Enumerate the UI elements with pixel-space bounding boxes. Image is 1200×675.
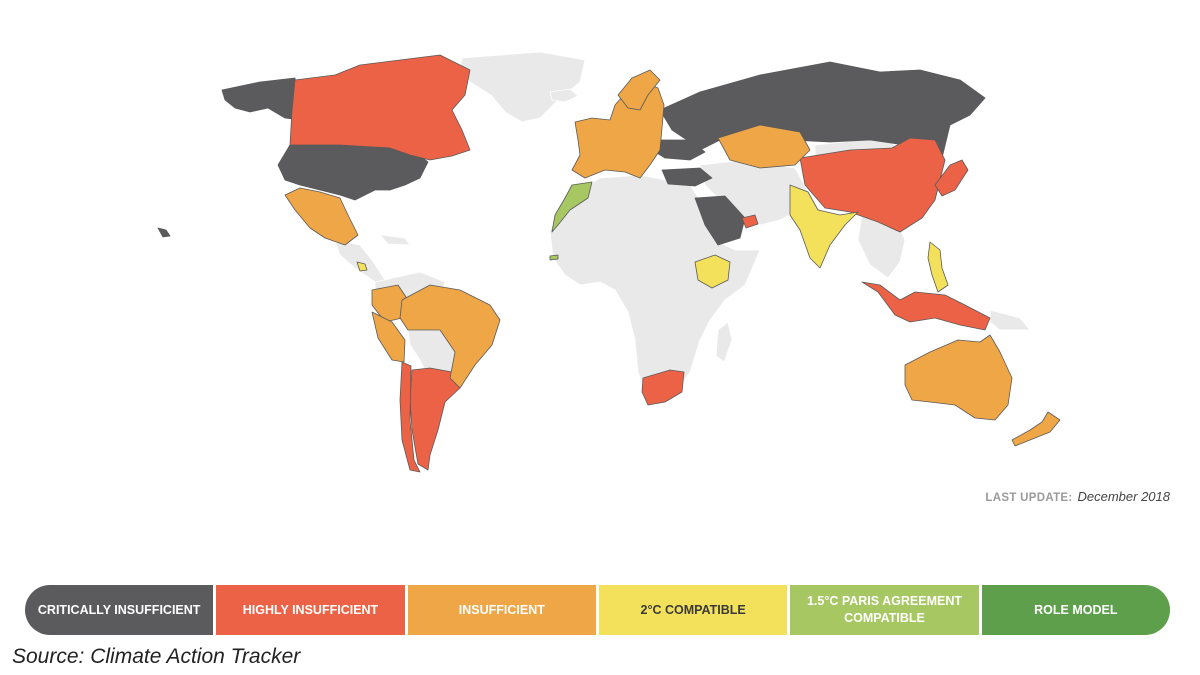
legend-critically-insufficient: CRITICALLY INSUFFICIENT (25, 585, 214, 635)
madagascar (715, 321, 733, 363)
alaska (221, 77, 301, 121)
iceland (549, 88, 579, 103)
legend-role-model: ROLE MODEL (981, 585, 1170, 635)
two-degree-compatible-countries (356, 184, 949, 293)
legend-1-5c-paris-compatible: 1.5°C PARIS AGREEMENT COMPATIBLE (790, 585, 979, 635)
caribbean (379, 234, 411, 246)
gambia (549, 254, 559, 261)
brazil (399, 284, 501, 389)
turkey (661, 167, 713, 187)
legend-2c-compatible: 2°C COMPATIBLE (598, 585, 788, 635)
kazakhstan (717, 124, 811, 169)
morocco (551, 181, 593, 233)
canada (289, 54, 471, 161)
costa-rica (356, 261, 368, 272)
indonesia (861, 281, 991, 331)
hawaii (157, 227, 171, 238)
papua (989, 309, 1031, 331)
source-caption: Source: Climate Action Tracker (12, 645, 301, 668)
south-africa (641, 369, 685, 406)
last-update: LAST UPDATE: December 2018 (985, 489, 1170, 504)
highly-insufficient-countries (289, 54, 991, 473)
europe-eu (571, 81, 665, 179)
ethiopia (694, 254, 731, 289)
critically-insufficient-countries (221, 61, 986, 246)
greenland (459, 51, 586, 123)
last-update-value: December 2018 (1077, 489, 1171, 504)
last-update-label: LAST UPDATE: (985, 492, 1073, 504)
mexico (284, 187, 359, 246)
argentina (409, 367, 461, 471)
one-point-five-compatible-countries (549, 181, 593, 261)
australia (904, 334, 1013, 421)
world-map-svg (157, 51, 1061, 473)
legend-highly-insufficient: HIGHLY INSUFFICIENT (216, 585, 405, 635)
new-zealand (1011, 411, 1061, 447)
central-america (334, 239, 386, 283)
uae (741, 214, 759, 229)
japan (934, 159, 969, 197)
insufficient-countries (284, 69, 1061, 447)
saudi-arabia (694, 195, 746, 246)
china (799, 137, 946, 233)
peru (371, 311, 406, 363)
philippines (927, 241, 949, 293)
legend-insufficient: INSUFFICIENT (407, 585, 596, 635)
world-map (157, 51, 1061, 473)
rating-legend: CRITICALLY INSUFFICIENT HIGHLY INSUFFICI… (25, 585, 1170, 635)
norway-sweden (617, 69, 661, 111)
chile (399, 361, 421, 473)
india (789, 184, 859, 269)
